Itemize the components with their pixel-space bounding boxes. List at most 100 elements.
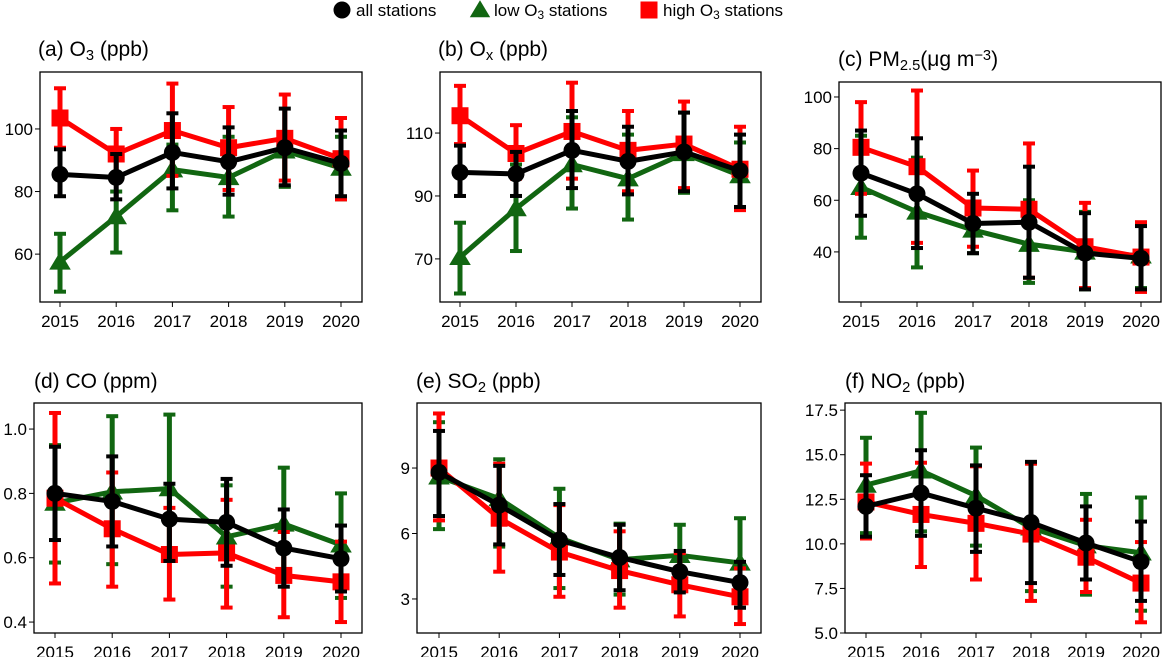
y-tick-label: 40 <box>813 243 832 262</box>
series-high <box>451 80 749 213</box>
legend-label: all stations <box>356 1 436 20</box>
y-tick-label: 6 <box>401 524 410 543</box>
panel-title-part: (ppb) <box>910 370 965 393</box>
x-tick-label: 2015 <box>441 312 479 331</box>
y-tick-label: 90 <box>414 187 433 206</box>
x-tick-label: 2016 <box>480 643 518 657</box>
circle-marker <box>852 164 870 182</box>
series-line <box>860 144 1142 260</box>
legend: all stations low O3 stations high O3 stati… <box>333 0 783 22</box>
legend-label-part: 3 <box>537 8 544 22</box>
series-line <box>459 147 741 177</box>
circle-marker <box>276 139 294 157</box>
circle-marker <box>451 163 469 181</box>
series-line <box>59 145 342 180</box>
y-tick-label: 5.0 <box>814 624 838 643</box>
x-tick-label: 2018 <box>208 643 246 657</box>
circle-marker <box>218 513 236 531</box>
series-line <box>458 113 742 172</box>
plot-frame <box>33 402 363 634</box>
series-high <box>51 81 350 202</box>
square-marker <box>451 107 469 125</box>
circle-marker <box>1076 244 1094 262</box>
circle-marker <box>912 484 930 502</box>
series-line <box>437 470 741 586</box>
y-tick-label: 60 <box>14 245 33 264</box>
legend-label: low O3 stations <box>494 1 607 22</box>
circle-marker <box>857 497 875 515</box>
x-tick-label: 2017 <box>553 312 591 331</box>
panel-title-part: (d) CO (ppm) <box>34 370 158 393</box>
circle-marker <box>1020 213 1038 231</box>
x-tick-label: 2017 <box>957 643 995 657</box>
panel-e: (e) SO2 (ppb) 3 6 9 2015 2016 2017 2018 2019 2020 <box>401 370 762 657</box>
legend-label-part: stations <box>544 1 607 20</box>
panel-f: (f) NO2 (ppb) 5.0 7.5 10.0 12.5 15.0 17.5 2015 2… <box>805 370 1162 657</box>
y-tick-label: 60 <box>813 191 832 210</box>
x-tick-label: 2015 <box>41 312 79 331</box>
triangle-marker <box>469 0 491 18</box>
x-tick-label: 2019 <box>266 312 304 331</box>
series-line <box>54 486 342 548</box>
series-all <box>46 444 350 594</box>
x-tick-label: 2016 <box>93 643 131 657</box>
panel-title-part: (ppb) <box>94 38 149 61</box>
series-low <box>49 134 352 294</box>
plot-frame <box>39 71 363 303</box>
circle-marker <box>964 215 982 233</box>
y-tick-label: 1.0 <box>3 420 27 439</box>
circle-marker <box>1077 534 1095 552</box>
square-marker <box>51 109 69 127</box>
panel-title-part: (c) PM <box>838 48 900 71</box>
circle-marker <box>107 168 125 186</box>
circle-marker <box>333 1 351 19</box>
y-tick-label: 80 <box>14 183 33 202</box>
circle-marker <box>275 539 293 557</box>
panel-title: (e) SO2 (ppb) <box>416 370 541 396</box>
x-tick-label: 2018 <box>1010 312 1048 331</box>
x-tick-label: 2020 <box>721 643 759 657</box>
panel-c: (c) PM2.5(μg m−3) 40 60 80 100 2015 2016 2017 20… <box>804 48 1162 331</box>
circle-marker <box>671 563 689 581</box>
series-line <box>53 496 342 585</box>
x-tick-label: 2019 <box>661 643 699 657</box>
x-tick-label: 2017 <box>954 312 992 331</box>
series-line <box>58 115 342 162</box>
plot-frame <box>416 402 762 634</box>
circle-marker <box>611 548 629 566</box>
y-tick-label: 0.6 <box>3 549 27 568</box>
panel-title-part: ) <box>991 48 998 71</box>
panel-title-part: (μg m <box>920 48 974 71</box>
circle-marker <box>220 153 238 171</box>
y-tick-label: 80 <box>813 140 832 159</box>
legend-label-part: 3 <box>713 8 720 22</box>
circle-marker <box>430 463 448 481</box>
series-all <box>51 106 350 202</box>
x-tick-label: 2016 <box>898 312 936 331</box>
x-tick-label: 2016 <box>97 312 135 331</box>
x-tick-label: 2015 <box>847 643 885 657</box>
panel-title-part: 3 <box>86 48 94 64</box>
y-tick-label: 12.5 <box>805 490 838 509</box>
series-line <box>458 150 741 260</box>
series-low <box>428 420 751 610</box>
circle-marker <box>908 185 926 203</box>
x-tick-label: 2019 <box>1067 643 1105 657</box>
panel-title-part: 2 <box>478 380 486 396</box>
series-all <box>857 448 1150 603</box>
series-all <box>451 109 749 209</box>
circle-marker <box>103 492 121 510</box>
series-line <box>865 499 1143 586</box>
x-tick-label: 2015 <box>36 643 74 657</box>
panel-title-part: (ppb) <box>493 38 548 61</box>
series-all <box>852 128 1150 292</box>
x-tick-label: 2015 <box>842 312 880 331</box>
y-tick-label: 100 <box>804 88 832 107</box>
panel-title: (f) NO2 (ppb) <box>845 370 965 396</box>
circle-marker <box>332 154 350 172</box>
panel-b: (b) Ox (ppb) 70 90 110 2015 2016 2017 2018 2019 2… <box>406 38 762 331</box>
series-high <box>857 460 1150 625</box>
panel-title-part: (f) NO <box>845 370 902 393</box>
x-tick-label: 2020 <box>721 312 759 331</box>
